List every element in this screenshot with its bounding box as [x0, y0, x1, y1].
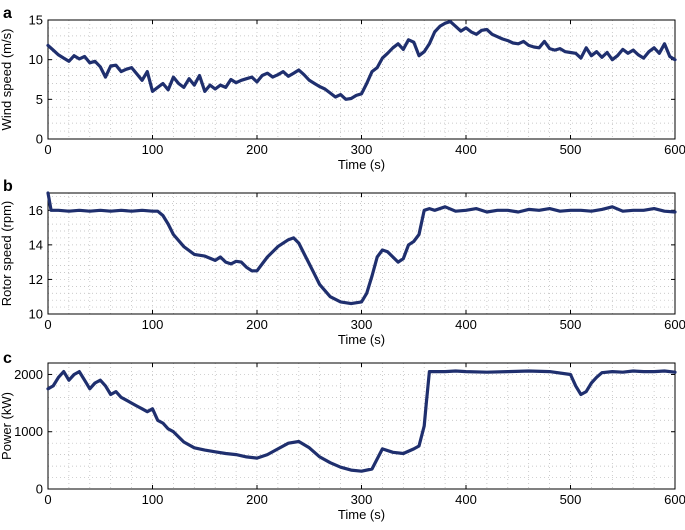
x-tick-label: 200: [246, 492, 268, 507]
panel-label: a: [3, 5, 12, 22]
x-axis-label: Time (s): [338, 507, 385, 522]
x-tick-label: 500: [560, 142, 582, 157]
y-tick-label: 14: [29, 237, 43, 252]
x-tick-label: 0: [44, 492, 51, 507]
y-tick-label: 0: [36, 482, 43, 497]
series-line-a-0: [46, 20, 677, 101]
series-line-c-0: [46, 369, 677, 473]
x-tick-label: 500: [560, 317, 582, 332]
x-tick-label: 400: [455, 317, 477, 332]
x-tick-label: 200: [246, 142, 268, 157]
series-line-b-0: [46, 191, 677, 306]
chart-panel-b: 0 100 200 300 400 500 600 10 12 14 16 Time (s) Rotor…: [0, 178, 685, 347]
x-tick-label: 400: [455, 492, 477, 507]
x-tick-label: 100: [142, 317, 164, 332]
y-axis-label: Power (kW): [0, 392, 14, 460]
x-axis-label: Time (s): [338, 332, 385, 347]
x-tick-label: 200: [246, 317, 268, 332]
y-tick-label: 16: [29, 203, 43, 218]
x-tick-label: 300: [351, 492, 373, 507]
x-tick-label: 0: [44, 317, 51, 332]
y-tick-label: 1000: [14, 424, 43, 439]
x-axis-label: Time (s): [338, 157, 385, 172]
panel-label: b: [3, 178, 13, 195]
x-tick-label: 300: [351, 142, 373, 157]
x-tick-label: 0: [44, 142, 51, 157]
y-tick-label: 10: [29, 52, 43, 67]
x-tick-label: 500: [560, 492, 582, 507]
y-tick-label: 15: [29, 13, 43, 28]
y-tick-label: 5: [36, 92, 43, 107]
x-tick-label: 300: [351, 317, 373, 332]
y-axis-label: Rotor speed (rpm): [0, 201, 14, 306]
x-tick-label: 100: [142, 142, 164, 157]
y-tick-label: 12: [29, 272, 43, 287]
chart-panel-c: 0 100 200 300 400 500 600 0 1000 2000 Time (s) Powe…: [0, 350, 685, 522]
x-tick-label: 100: [142, 492, 164, 507]
x-tick-label: 600: [664, 317, 685, 332]
x-tick-label: 400: [455, 142, 477, 157]
y-axis-label: Wind speed (m/s): [0, 29, 14, 131]
chart-panel-a: 0 100 200 300 400 500 600 0 5 10 15 Time (s) Wind sp…: [0, 5, 685, 172]
x-tick-label: 600: [664, 492, 685, 507]
y-tick-label: 0: [36, 132, 43, 147]
x-tick-label: 600: [664, 142, 685, 157]
panel-label: c: [3, 350, 12, 367]
y-tick-label: 10: [29, 307, 43, 322]
y-tick-label: 2000: [14, 367, 43, 382]
